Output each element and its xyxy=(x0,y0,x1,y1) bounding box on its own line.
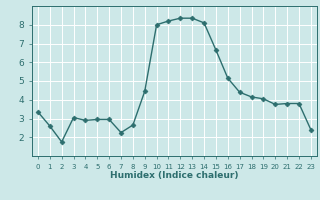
X-axis label: Humidex (Indice chaleur): Humidex (Indice chaleur) xyxy=(110,171,239,180)
